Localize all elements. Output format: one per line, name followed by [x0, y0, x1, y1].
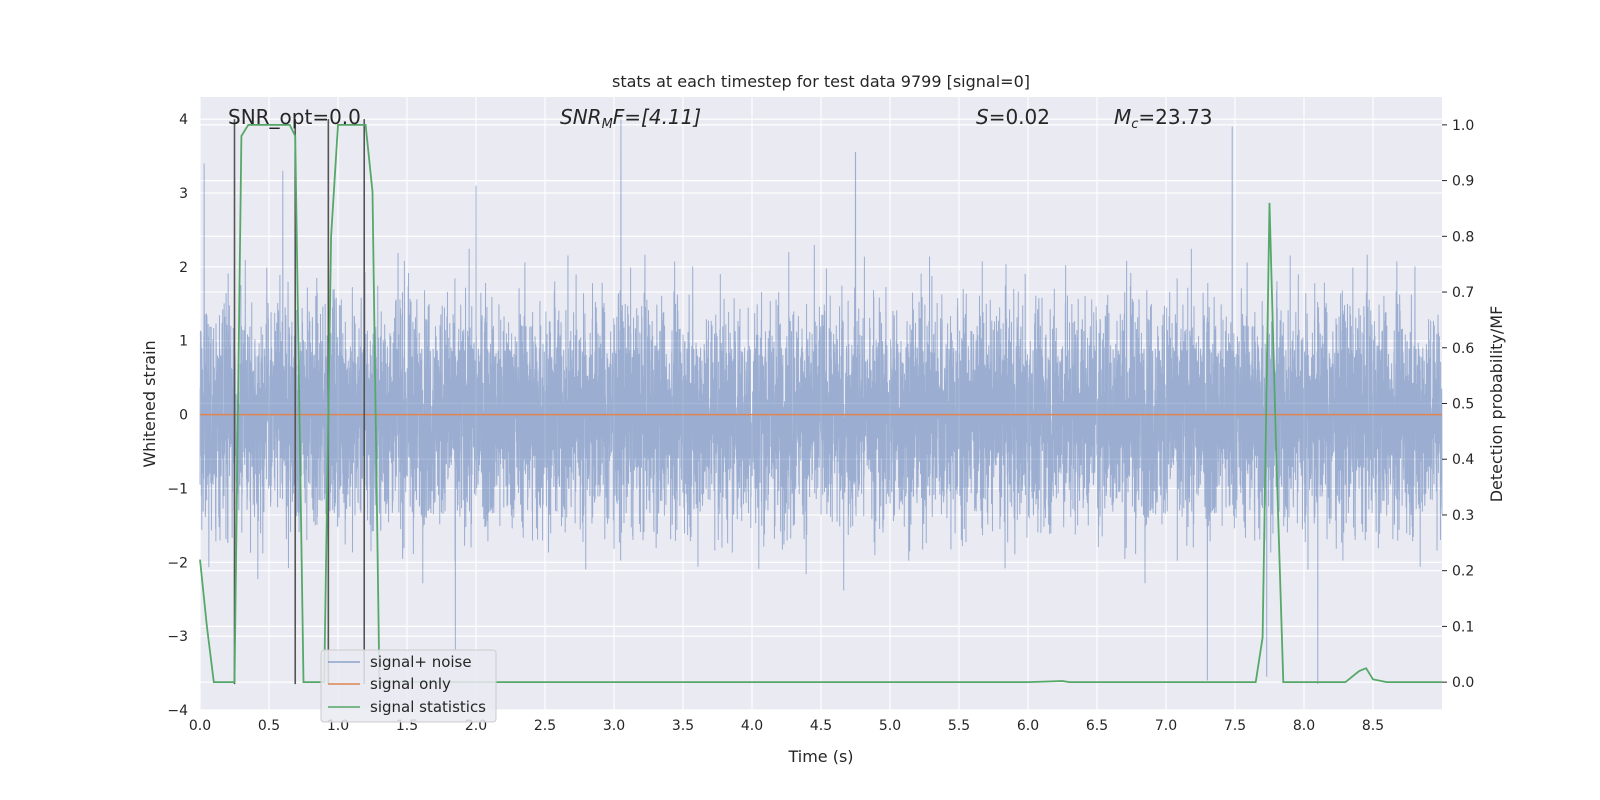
y2-tick-label: 0.1 [1452, 619, 1474, 635]
x-tick-label: 6.5 [1086, 718, 1108, 734]
x-tick-label: 2.5 [534, 718, 556, 734]
x-tick-label: 8.0 [1293, 718, 1315, 734]
y2-tick-label: 0.9 [1452, 174, 1474, 190]
annotation-mc-symbol: M [1114, 105, 1131, 129]
y2-tick-label: 0.7 [1452, 285, 1474, 301]
series-signal-statistics [199, 123, 1442, 684]
x-tick-label: 4.0 [741, 718, 763, 734]
x-tick-label: 5.5 [948, 718, 970, 734]
legend-label-noise: signal+ noise [370, 653, 472, 671]
annotation-mc: Mc=23.73 [1114, 105, 1212, 132]
annotation-s-value: =0.02 [989, 105, 1050, 129]
y2-tick-label: 0.4 [1452, 452, 1474, 468]
vertical-markers [233, 119, 366, 685]
series-signal-noise [199, 119, 1443, 685]
y2-tick-label: 0.3 [1452, 508, 1474, 524]
annotation-snr-mf-sub: M [602, 117, 613, 132]
x-tick-label: 7.0 [1155, 718, 1177, 734]
legend-box [320, 649, 497, 723]
y2-axis-label: Detection probability/MF [1487, 306, 1506, 503]
y-tick-label: 4 [179, 112, 188, 128]
y-axis-label: Whitened strain [140, 340, 159, 467]
noise-trace [199, 119, 1443, 685]
x-axis-label: Time (s) [787, 747, 853, 766]
chart-title: stats at each timestep for test data 979… [612, 72, 1030, 91]
legend-label-stats: signal statistics [370, 698, 486, 716]
x-tick-label: 6.0 [1017, 718, 1039, 734]
y2-tick-label: 0.6 [1452, 341, 1474, 357]
x-tick-label: 8.5 [1362, 718, 1384, 734]
annotation-mc-sub: c [1131, 117, 1138, 132]
annotation-snr-mf: SNRMF=[4.11] [560, 105, 701, 132]
annotation-snr-mf-value: F=[4.11] [613, 105, 701, 129]
x-tick-label: 0.5 [258, 718, 280, 734]
y-tick-label: −1 [167, 481, 188, 497]
x-tick-label: 5.0 [879, 718, 901, 734]
legend: signal+ noise signal only signal statist… [320, 649, 497, 723]
x-tick-label: 4.5 [810, 718, 832, 734]
y-tick-label: −4 [167, 703, 188, 719]
annotation-mc-value: =23.73 [1138, 105, 1212, 129]
x-tick-label: 3.0 [603, 718, 625, 734]
y-tick-label: 2 [179, 260, 188, 276]
y2-tick-label: 1.0 [1452, 118, 1474, 134]
y2-axis-ticks: 0.0 0.1 0.2 0.3 0.4 0.5 0.6 0.7 0.8 0.9 1.0 [1442, 118, 1474, 691]
legend-label-signal: signal only [370, 675, 451, 693]
y2-tick-label: 0.0 [1452, 675, 1474, 691]
annotation-s: S=0.02 [976, 105, 1050, 129]
y2-tick-label: 0.2 [1452, 564, 1474, 580]
y-tick-label: 1 [179, 334, 188, 350]
y2-tick-label: 0.8 [1452, 229, 1474, 245]
y-tick-label: −3 [167, 629, 188, 645]
annotation-snr-mf-symbol: SNR [560, 105, 602, 129]
x-axis-ticks: 0.0 0.5 1.0 1.5 2.0 2.5 3.0 3.5 4.0 4.5 5.0 5.5 6.0 6… [189, 718, 1384, 734]
y2-tick-label: 0.5 [1452, 397, 1474, 413]
y-axis-ticks: −4 −3 −2 −1 0 1 2 3 4 [167, 112, 188, 719]
y-tick-label: 3 [179, 186, 188, 202]
x-tick-label: 7.5 [1224, 718, 1246, 734]
annotation-s-symbol: S [976, 105, 989, 129]
y-tick-label: 0 [179, 408, 188, 424]
x-tick-label: 3.5 [672, 718, 694, 734]
y-tick-label: −2 [167, 555, 188, 571]
signal-statistics-line [199, 123, 1442, 684]
x-tick-label: 0.0 [189, 718, 211, 734]
annotation-snr-opt: SNR_opt=0.0 [228, 105, 361, 129]
